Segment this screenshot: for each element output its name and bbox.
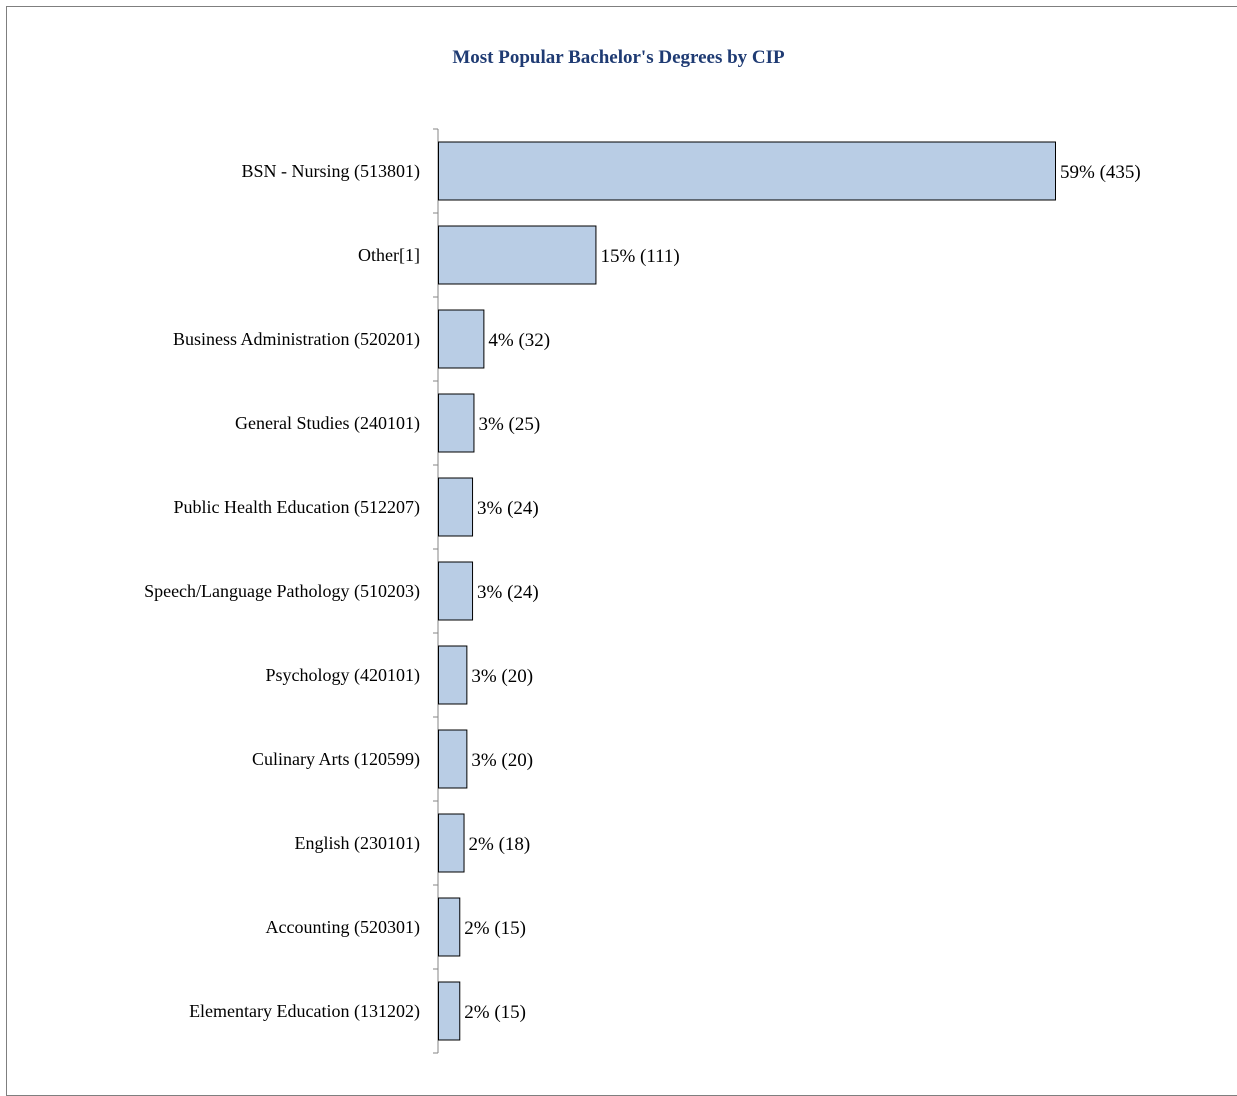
data-label: 3% (20) bbox=[471, 666, 533, 687]
bar bbox=[438, 561, 474, 621]
category-label: Accounting (520301) bbox=[266, 917, 420, 938]
bar bbox=[438, 393, 475, 453]
data-label: 4% (32) bbox=[488, 330, 550, 351]
category-label: General Studies (240101) bbox=[235, 413, 420, 434]
category-label: Psychology (420101) bbox=[266, 665, 421, 686]
bar bbox=[438, 897, 461, 957]
chart-title: Most Popular Bachelor's Degrees by CIP bbox=[452, 47, 785, 68]
data-label: 3% (20) bbox=[471, 750, 533, 771]
category-label: Culinary Arts (120599) bbox=[252, 749, 420, 770]
data-label: 2% (15) bbox=[464, 918, 526, 939]
data-label: 3% (25) bbox=[478, 414, 540, 435]
bar bbox=[438, 477, 474, 537]
bar bbox=[438, 645, 468, 705]
data-label: 15% (111) bbox=[600, 246, 679, 267]
bar bbox=[438, 729, 468, 789]
category-label: Speech/Language Pathology (510203) bbox=[144, 581, 420, 602]
bar bbox=[438, 225, 597, 285]
data-label: 2% (15) bbox=[464, 1002, 526, 1023]
bar bbox=[438, 309, 485, 369]
category-label: Business Administration (520201) bbox=[173, 329, 420, 350]
category-label: English (230101) bbox=[295, 833, 421, 854]
data-label: 2% (18) bbox=[469, 834, 531, 855]
data-label: 59% (435) bbox=[1060, 162, 1141, 183]
bar bbox=[438, 981, 461, 1041]
data-label: 3% (24) bbox=[477, 498, 539, 519]
category-label: Elementary Education (131202) bbox=[189, 1001, 420, 1022]
category-label: Other[1] bbox=[358, 245, 420, 265]
category-label: BSN - Nursing (513801) bbox=[242, 161, 421, 182]
bar bbox=[438, 141, 1056, 201]
bar bbox=[438, 813, 465, 873]
category-label: Public Health Education (512207) bbox=[174, 497, 420, 518]
data-label: 3% (24) bbox=[477, 582, 539, 603]
